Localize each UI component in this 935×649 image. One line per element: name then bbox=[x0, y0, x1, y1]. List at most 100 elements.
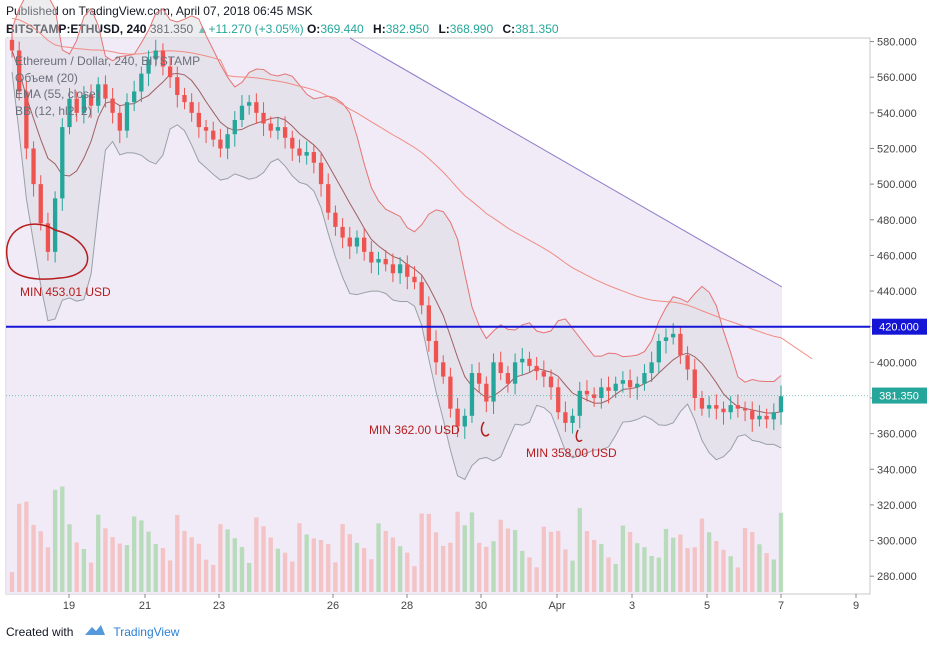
volume-bar bbox=[397, 546, 403, 592]
volume-bar bbox=[577, 507, 582, 592]
candle-body bbox=[160, 50, 166, 67]
x-tick-label: Apr bbox=[548, 600, 565, 612]
tradingview-link[interactable]: TradingView bbox=[113, 624, 180, 639]
volume-bar bbox=[103, 528, 108, 592]
y-tick-label: 400.000 bbox=[877, 357, 917, 369]
high-value: 382.950 bbox=[385, 22, 430, 36]
candle-body bbox=[225, 134, 230, 149]
chart-legend: Ethereum / Dollar, 240, BITSTAMP Объем (… bbox=[15, 53, 200, 119]
bollinger-basis-line bbox=[11, 50, 782, 414]
symbol-name[interactable]: BITSTAMP:ETHUSD, 240 bbox=[6, 22, 147, 36]
candle-body bbox=[685, 355, 690, 370]
x-tick-label: 3 bbox=[629, 600, 635, 612]
candle-body bbox=[31, 148, 36, 185]
bollinger-lower-line bbox=[11, 71, 782, 481]
volume-bar bbox=[117, 543, 122, 592]
volume-bar bbox=[405, 552, 410, 592]
candle-body bbox=[505, 373, 511, 384]
candle-body bbox=[426, 305, 431, 341]
price-change: +11.270 (+3.05%) bbox=[208, 22, 304, 36]
candle-body bbox=[541, 371, 546, 377]
y-tick-label: 500.000 bbox=[877, 179, 917, 191]
candle-body bbox=[369, 251, 374, 263]
bollinger-upper-line bbox=[11, 0, 782, 383]
candle-body bbox=[110, 98, 115, 113]
candle-body bbox=[441, 362, 446, 377]
candle-body bbox=[60, 127, 65, 199]
volume-bar bbox=[218, 524, 223, 592]
volume-bar bbox=[333, 562, 338, 592]
candle-body bbox=[714, 405, 719, 409]
bollinger-band-fill bbox=[12, 0, 781, 480]
volume-bar bbox=[383, 531, 388, 592]
volume-bar bbox=[225, 529, 230, 592]
legend-title: Ethereum / Dollar, 240, BITSTAMP bbox=[15, 54, 201, 68]
volume-bar bbox=[520, 550, 525, 592]
volume-bar bbox=[376, 523, 381, 592]
candle-body bbox=[563, 412, 568, 423]
legend-volume[interactable]: Объем (20) bbox=[15, 70, 78, 85]
candle-body bbox=[211, 130, 216, 140]
candle-body bbox=[232, 119, 237, 135]
volume-bar bbox=[232, 538, 237, 592]
candle-body bbox=[9, 39, 15, 51]
open-value: 369.440 bbox=[320, 22, 364, 36]
volume-bar bbox=[721, 549, 726, 592]
footer: Created with TradingView bbox=[6, 623, 179, 640]
volume-bar bbox=[671, 537, 676, 592]
y-tick-label: 440.000 bbox=[877, 286, 917, 298]
volume-bar bbox=[757, 544, 762, 592]
x-tick-label: 5 bbox=[704, 600, 710, 612]
x-tick-label: 19 bbox=[63, 600, 75, 612]
volume-bar bbox=[649, 556, 654, 592]
annotation-min-358: MIN 358.00 USD bbox=[526, 446, 617, 460]
volume-bar bbox=[275, 548, 281, 592]
ema-line bbox=[11, 17, 813, 360]
candle-body bbox=[74, 98, 79, 113]
volume-bar bbox=[419, 513, 424, 592]
candle-body bbox=[419, 282, 424, 306]
candle-body bbox=[462, 415, 467, 427]
legend-bb[interactable]: BB (12, hl2, 2) bbox=[15, 103, 92, 118]
y-tick-label: 480.000 bbox=[877, 215, 917, 227]
candle-body bbox=[175, 77, 180, 96]
volume-bar bbox=[505, 528, 511, 592]
candle-body bbox=[570, 415, 575, 423]
volume-bar bbox=[541, 526, 546, 592]
volume-bar bbox=[512, 530, 518, 592]
candle-body bbox=[182, 95, 187, 103]
candle-body bbox=[67, 98, 72, 128]
candle-body bbox=[512, 362, 518, 384]
x-tick-label: 21 bbox=[139, 600, 151, 612]
candle-body bbox=[268, 123, 273, 131]
candle-body bbox=[354, 237, 360, 247]
open-label: O: bbox=[306, 22, 321, 36]
volume-bar bbox=[476, 542, 482, 592]
y-tick-label: 360.000 bbox=[877, 429, 917, 441]
annotation-mark bbox=[575, 429, 583, 442]
candle-body bbox=[218, 139, 223, 149]
candle-body bbox=[678, 333, 683, 356]
volume-bar bbox=[268, 537, 273, 592]
volume-bar bbox=[52, 489, 58, 592]
volume-bar bbox=[426, 513, 431, 592]
volume-bar bbox=[556, 531, 561, 592]
volume-bar bbox=[297, 523, 302, 592]
candle-body bbox=[663, 337, 669, 341]
low-value: 368.990 bbox=[449, 22, 494, 36]
volume-bar bbox=[663, 528, 669, 592]
last-price-label: 381.350 bbox=[879, 391, 919, 403]
candle-body bbox=[692, 369, 697, 398]
annotation-min-362: MIN 362.00 USD bbox=[369, 423, 460, 437]
volume-bar bbox=[606, 557, 611, 592]
volume-bar bbox=[17, 503, 22, 592]
volume-bar bbox=[692, 547, 697, 592]
legend-ema[interactable]: EMA (55, close) bbox=[15, 87, 100, 101]
x-tick-label: 9 bbox=[853, 600, 859, 612]
volume-bar bbox=[60, 486, 65, 592]
volume-bar bbox=[311, 538, 317, 592]
candle-body bbox=[642, 373, 647, 384]
candle-body bbox=[261, 112, 266, 124]
close-value: 381.350 bbox=[515, 22, 559, 36]
